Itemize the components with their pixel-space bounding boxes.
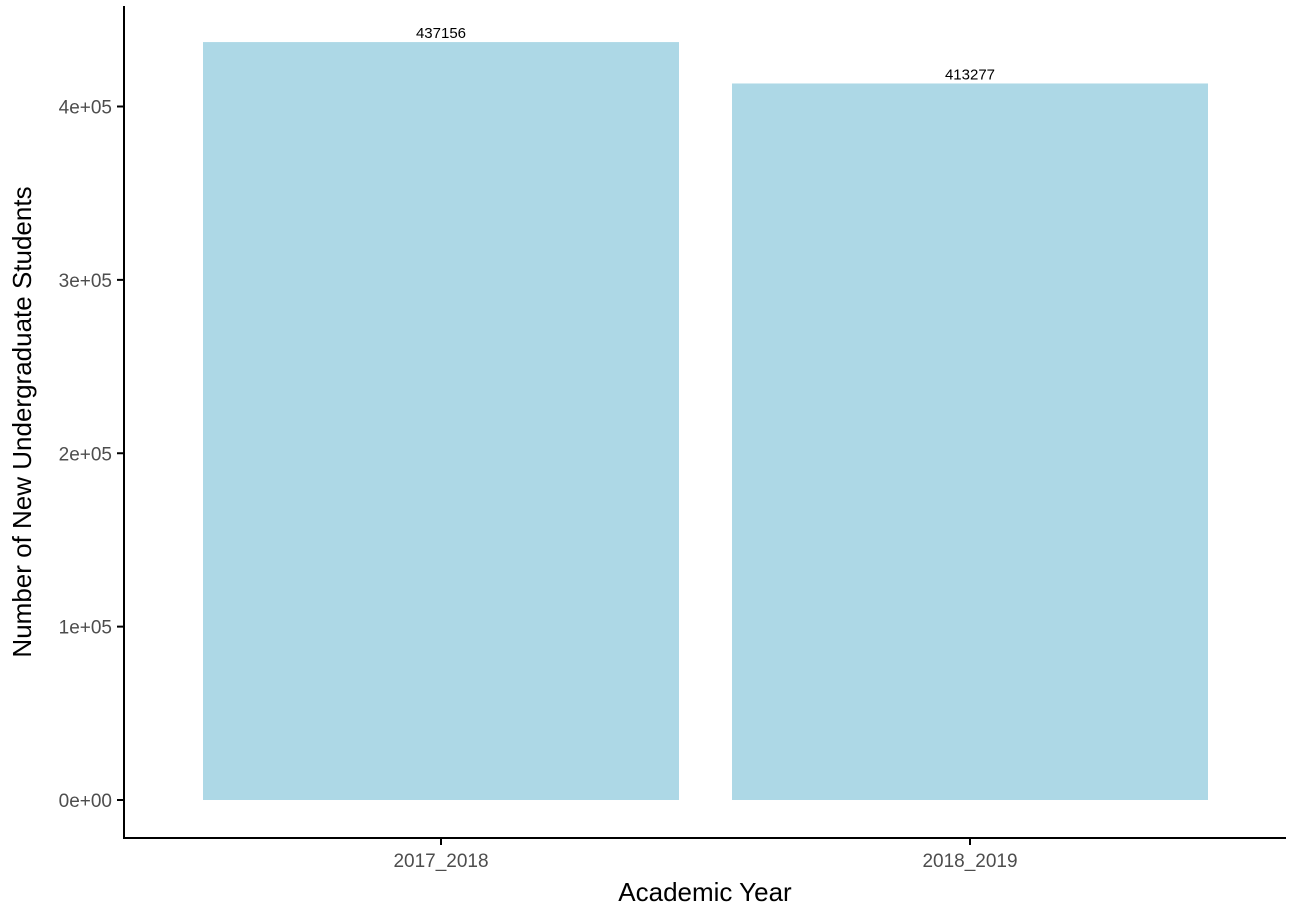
y-tick-label: 4e+05 <box>59 98 112 119</box>
data-labels: 437156 413277 <box>416 25 995 83</box>
y-ticks: 0e+00 1e+05 2e+05 3e+05 4e+05 <box>59 98 124 812</box>
x-tick-label: 2017_2018 <box>393 851 488 872</box>
x-axis-title: Academic Year <box>618 877 792 907</box>
data-label-2017_2018: 437156 <box>416 25 466 42</box>
x-ticks: 2017_2018 2018_2019 <box>393 838 1018 872</box>
y-tick-label: 2e+05 <box>59 444 112 465</box>
bar-2017_2018 <box>203 42 679 800</box>
y-tick-label: 0e+00 <box>59 791 112 812</box>
bar-2018_2019 <box>732 83 1208 800</box>
y-axis-title: Number of New Undergraduate Students <box>7 186 37 657</box>
x-tick-label: 2018_2019 <box>922 851 1017 872</box>
bars-layer <box>203 42 1208 800</box>
axes-layer <box>123 6 1286 839</box>
y-tick-label: 1e+05 <box>59 618 112 639</box>
data-label-2018_2019: 413277 <box>945 66 995 83</box>
y-tick-label: 3e+05 <box>59 271 112 292</box>
